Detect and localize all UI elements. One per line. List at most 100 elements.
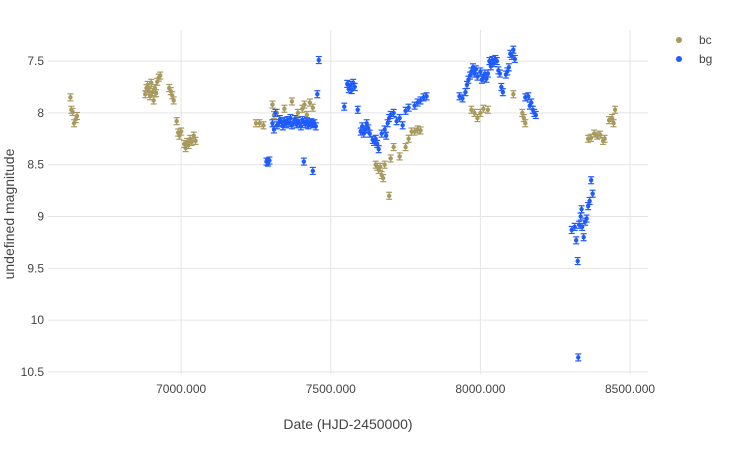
data-point[interactable] [173, 117, 180, 126]
data-point[interactable] [580, 233, 587, 242]
point-marker [612, 107, 618, 112]
data-point[interactable] [583, 214, 590, 223]
legend-label-bg: bg [699, 52, 712, 66]
data-point[interactable] [510, 45, 517, 54]
data-point[interactable] [260, 121, 267, 130]
data-point[interactable] [463, 80, 470, 90]
data-point[interactable] [575, 353, 582, 362]
data-point[interactable] [170, 96, 177, 105]
data-point[interactable] [586, 196, 593, 206]
data-point[interactable] [351, 82, 358, 92]
data-point[interactable] [266, 156, 273, 165]
point-marker [587, 198, 592, 204]
data-point[interactable] [341, 102, 348, 111]
point-marker [261, 123, 266, 128]
legend-item-bc[interactable]: bc [676, 33, 712, 47]
data-point[interactable] [484, 69, 491, 78]
data-point[interactable] [390, 142, 397, 152]
data-point[interactable] [386, 191, 393, 200]
data-point[interactable] [522, 119, 529, 128]
y-tick-label: 8.5 [27, 158, 44, 172]
data-point[interactable] [423, 92, 430, 101]
point-marker [573, 238, 579, 243]
data-point[interactable] [300, 157, 307, 166]
data-point[interactable] [315, 55, 322, 65]
point-marker [575, 258, 580, 264]
point-marker [253, 121, 259, 126]
data-point[interactable] [354, 105, 361, 114]
data-point[interactable] [573, 236, 580, 245]
data-point[interactable] [306, 98, 313, 107]
data-point[interactable] [510, 90, 517, 99]
data-point[interactable] [480, 104, 487, 113]
point-marker [193, 138, 198, 144]
data-point[interactable] [574, 256, 581, 266]
data-point[interactable] [519, 108, 526, 117]
point-marker [316, 57, 322, 63]
series-bg [263, 45, 596, 362]
data-point[interactable] [288, 97, 295, 106]
point-marker [529, 100, 534, 105]
data-point[interactable] [399, 121, 406, 130]
data-point[interactable] [309, 166, 316, 176]
data-point[interactable] [499, 88, 506, 97]
point-marker [147, 94, 153, 99]
data-point[interactable] [281, 104, 288, 113]
data-point[interactable] [390, 108, 397, 117]
data-point[interactable] [314, 90, 321, 99]
data-point[interactable] [493, 56, 500, 66]
data-point[interactable] [402, 142, 409, 152]
data-point[interactable] [612, 105, 619, 114]
data-point[interactable] [405, 103, 412, 112]
data-point[interactable] [375, 145, 382, 154]
data-point[interactable] [192, 136, 199, 145]
point-marker [406, 136, 411, 141]
data-point[interactable] [301, 100, 308, 109]
data-point[interactable] [505, 63, 512, 72]
point-marker [304, 112, 310, 118]
data-point[interactable] [474, 72, 481, 81]
data-point[interactable] [383, 131, 390, 140]
point-marker [342, 104, 347, 109]
data-point[interactable] [578, 205, 585, 214]
data-point[interactable] [520, 113, 527, 123]
data-point[interactable] [474, 113, 481, 123]
data-point[interactable] [589, 189, 596, 198]
legend-item-bg[interactable]: bg [676, 52, 712, 66]
y-axis: 7.5 8 8.5 9 9.5 10 10.5 [21, 54, 45, 379]
data-point[interactable] [571, 222, 578, 231]
data-point[interactable] [312, 122, 319, 131]
data-point[interactable] [377, 162, 384, 171]
data-point[interactable] [610, 119, 617, 128]
data-point[interactable] [585, 202, 592, 211]
data-point[interactable] [269, 100, 276, 109]
data-point[interactable] [577, 212, 584, 221]
data-point[interactable] [380, 174, 387, 183]
data-point[interactable] [294, 108, 301, 117]
data-point[interactable] [150, 96, 157, 105]
point-marker [171, 98, 176, 103]
point-marker [178, 129, 184, 134]
data-point[interactable] [157, 71, 164, 80]
data-point[interactable] [178, 127, 185, 136]
data-point[interactable] [153, 89, 160, 98]
data-point[interactable] [67, 93, 74, 102]
data-point[interactable] [405, 134, 412, 143]
data-point[interactable] [272, 108, 279, 117]
legend[interactable]: bc bg [676, 33, 712, 66]
data-point[interactable] [498, 82, 505, 92]
data-point[interactable] [381, 160, 388, 169]
data-point[interactable] [511, 54, 518, 64]
data-point[interactable] [309, 103, 316, 112]
data-point[interactable] [496, 69, 503, 78]
data-point[interactable] [484, 105, 491, 114]
data-point[interactable] [74, 111, 81, 121]
data-point[interactable] [601, 134, 608, 143]
data-point[interactable] [417, 126, 424, 135]
data-point[interactable] [588, 176, 595, 185]
point-marker [388, 156, 393, 161]
data-point[interactable] [532, 110, 539, 120]
data-point[interactable] [387, 154, 394, 163]
point-marker [270, 121, 275, 126]
data-point[interactable] [396, 152, 403, 161]
